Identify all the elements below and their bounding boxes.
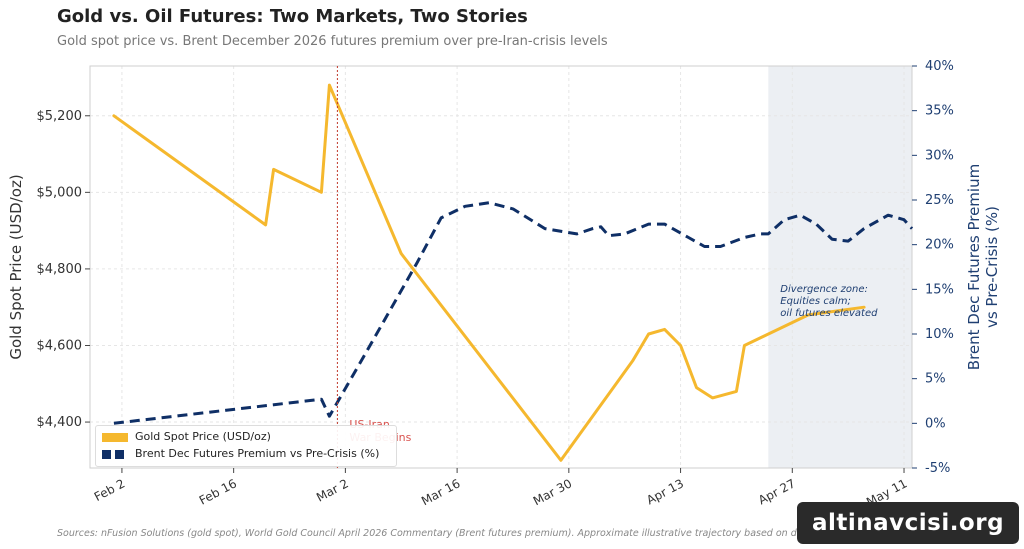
watermark-badge: altinavcisi.org bbox=[797, 502, 1019, 544]
chart-subtitle: Gold spot price vs. Brent December 2026 … bbox=[57, 34, 608, 49]
x-tick-label: Mar 2 bbox=[314, 476, 351, 504]
source-note: Sources: nFusion Solutions (gold spot), … bbox=[57, 528, 1009, 539]
legend-label-brent: Brent Dec Futures Premium vs Pre-Crisis … bbox=[135, 447, 380, 460]
y-tick-label: $5,200 bbox=[37, 109, 83, 124]
legend-swatch-gold bbox=[102, 432, 128, 442]
y-right-tick-label: 35% bbox=[925, 104, 954, 119]
y-right-tick-label: 30% bbox=[925, 148, 954, 163]
x-tick-label: Apr 13 bbox=[644, 476, 686, 507]
y-right-tick-label: 40% bbox=[925, 59, 954, 74]
y-tick-label: $4,600 bbox=[37, 338, 83, 353]
y-right-tick-label: 20% bbox=[925, 238, 954, 253]
y-right-axis-title-line-2: vs Pre-Crisis (%) bbox=[983, 206, 1001, 328]
y-right-tick-label: 5% bbox=[925, 372, 946, 387]
gold-price-line bbox=[112, 83, 866, 462]
y-tick-label: $4,800 bbox=[37, 262, 83, 277]
y-right-tick-label: -5% bbox=[925, 461, 950, 476]
legend-entry-gold: Gold Spot Price (USD/oz) bbox=[102, 430, 271, 443]
x-tick-label: Feb 2 bbox=[92, 476, 127, 504]
x-tick-label: Mar 30 bbox=[531, 476, 574, 508]
legend-label-gold: Gold Spot Price (USD/oz) bbox=[135, 430, 271, 443]
y-tick-label: $5,000 bbox=[37, 185, 83, 200]
y-tick-label: $4,400 bbox=[37, 415, 83, 430]
divergence-annotation: Divergence zone: bbox=[780, 284, 868, 295]
legend-entry-brent: Brent Dec Futures Premium vs Pre-Crisis … bbox=[102, 447, 379, 460]
x-tick-label: Feb 16 bbox=[197, 476, 239, 507]
y-right-tick-label: 25% bbox=[925, 193, 954, 208]
legend-swatch-brent bbox=[102, 449, 128, 459]
x-tick-label: Mar 16 bbox=[419, 476, 462, 508]
brent-premium-line bbox=[113, 201, 914, 425]
y-right-tick-label: 10% bbox=[925, 327, 954, 342]
divergence-zone bbox=[768, 66, 912, 468]
divergence-annotation: oil futures elevated bbox=[780, 308, 878, 319]
plot-area bbox=[90, 66, 912, 468]
chart-legend: Gold Spot Price (USD/oz) Brent Dec Futur… bbox=[95, 425, 397, 467]
divergence-annotation: Equities calm; bbox=[780, 296, 851, 307]
plot-frame bbox=[89, 65, 913, 469]
y-right-tick-label: 0% bbox=[925, 416, 946, 431]
y-axis-title: Gold Spot Price (USD/oz) bbox=[7, 174, 25, 359]
y-right-tick-label: 15% bbox=[925, 282, 954, 297]
x-tick-label: Apr 27 bbox=[756, 476, 798, 507]
chart-title: Gold vs. Oil Futures: Two Markets, Two S… bbox=[57, 6, 528, 27]
y-right-axis-title-line-1: Brent Dec Futures Premium bbox=[965, 164, 983, 370]
